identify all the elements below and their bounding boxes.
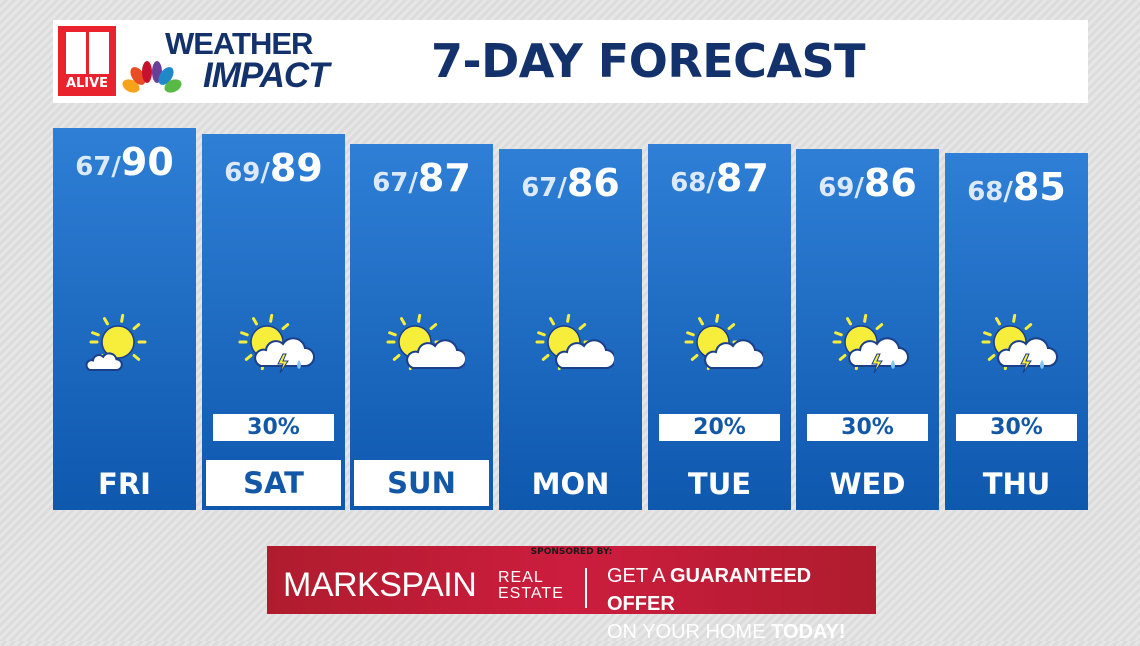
forecast-day-thu: 68/85 30% THU [945,153,1088,510]
sponsor-brand: MARKSPAIN [283,566,477,604]
temperature: 67/90 [53,140,196,184]
temperature: 69/86 [796,161,939,205]
precip-chance: 30% [956,414,1077,441]
partly-cloudy-icon [524,312,616,392]
high-temp: 86 [566,161,620,205]
sponsor-offer: GET A GUARANTEED OFFER ON YOUR HOME TODA… [607,565,846,643]
sponsor-brand-sub: REAL ESTATE [498,569,564,602]
forecast-day-sun: 67/87 SUN [350,144,493,510]
low-temp: 69/ [818,173,864,203]
day-label: SAT [206,460,341,506]
sponsored-by-label: SPONSORED BY: [530,547,613,557]
low-temp: 69/ [224,158,270,188]
header-banner: ALIVE WEATHER IMPACT 7-DAY FORECAST [53,20,1088,103]
high-temp: 87 [417,156,471,200]
page-title: 7-DAY FORECAST [431,34,866,88]
high-temp: 90 [120,140,174,184]
temperature: 67/87 [350,156,493,200]
precip-chance: 30% [807,414,928,441]
sun-mostly-sunny-icon [78,312,168,392]
partly-cloudy-icon [673,312,765,392]
11-alive-logo: ALIVE [58,26,116,96]
forecast-day-tue: 68/87 20% TUE [648,144,791,510]
day-label: TUE [687,467,752,501]
partly-cloudy-icon [375,312,467,392]
low-temp: 67/ [372,168,418,198]
sun-cloud-thunderstorm-icon [821,312,911,392]
day-label: THU [982,467,1051,501]
forecast-day-sat: 69/89 30% SAT [202,134,345,510]
low-temp: 68/ [967,177,1013,207]
sun-cloud-thunderstorm-icon [227,312,317,392]
sponsor-banner[interactable]: SPONSORED BY: MARKSPAIN REAL ESTATE GET A… [267,546,876,643]
high-temp: 86 [863,161,917,205]
low-temp: 67/ [75,152,121,182]
temperature: 68/87 [648,156,791,200]
high-temp: 87 [715,156,769,200]
precip-chance: 20% [659,414,780,441]
sun-cloud-thunderstorm-icon [970,312,1060,392]
forecast-day-wed: 69/86 30% WED [796,149,939,510]
high-temp: 89 [269,146,323,190]
weather-impact-logo: WEATHER IMPACT [165,26,330,95]
day-label: WED [829,467,906,501]
forecast-day-mon: 67/86 MON [499,149,642,510]
low-temp: 67/ [521,173,567,203]
nbc-peacock-logo [122,61,182,93]
day-label: MON [531,467,610,501]
divider [585,568,587,608]
temperature: 68/85 [945,165,1088,209]
temperature: 69/89 [202,146,345,190]
temperature: 67/86 [499,161,642,205]
precip-chance: 30% [213,414,334,441]
high-temp: 85 [1012,165,1066,209]
forecast-day-fri: 67/90 FRI [53,128,196,510]
day-label: FRI [98,467,151,501]
day-label: SUN [354,460,489,506]
low-temp: 68/ [670,168,716,198]
